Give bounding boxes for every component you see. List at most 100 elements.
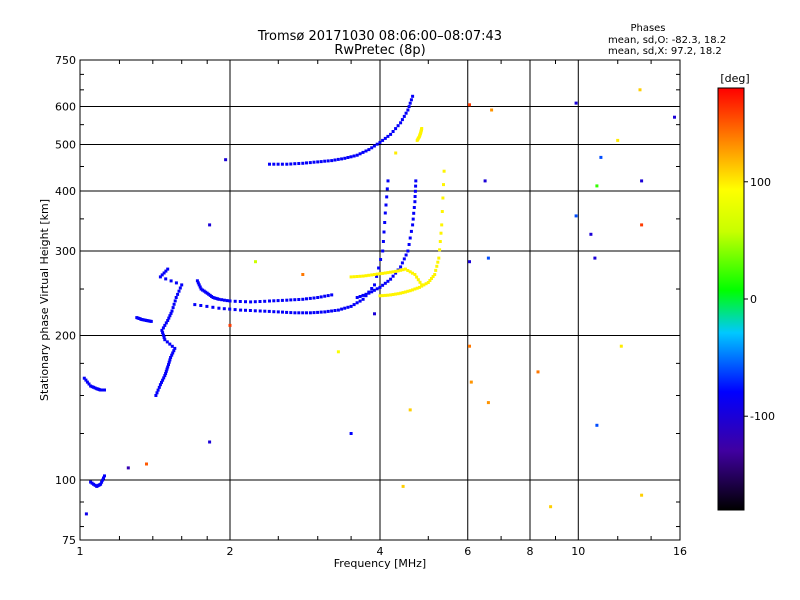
data-point [167,360,171,364]
data-point [174,281,178,285]
data-point [442,169,446,173]
data-point [160,328,164,332]
data-point [382,230,386,234]
data-point [378,285,382,289]
data-point [593,256,597,260]
data-point [176,292,180,296]
data-point [308,161,312,165]
data-point [319,295,323,299]
data-point [396,124,400,128]
data-point [238,300,242,303]
y-tick-label: 400 [55,185,76,198]
data-point [301,273,305,276]
data-point [361,297,365,301]
data-point [595,423,599,427]
data-point [385,195,389,199]
data-point [383,281,387,285]
data-point [411,288,414,292]
data-point [173,299,177,303]
data-point [434,268,438,272]
data-point [316,160,320,164]
data-point [220,298,224,302]
data-point [168,314,172,318]
stats-o-line: mean, sd,O: -82.3, 18.2 [608,35,726,46]
data-point [164,269,168,273]
data-point [396,292,400,296]
data-point [195,279,199,283]
data-point [161,378,165,382]
data-point [370,146,374,150]
data-point [402,114,406,118]
data-point [168,342,172,346]
data-point [394,292,398,296]
data-point [285,298,289,302]
data-point [268,162,271,166]
data-point [404,253,408,257]
data-point [244,300,247,304]
data-point [408,101,412,105]
data-point [99,482,103,486]
data-point [430,277,433,280]
data-point [272,310,276,314]
data-point [413,195,417,198]
data-point [401,268,405,272]
data-point [276,310,280,314]
data-point [168,358,172,362]
data-point [411,271,414,275]
data-point [399,291,403,295]
data-point [205,304,209,308]
data-point [378,140,382,144]
y-tick-label: 300 [55,245,76,258]
data-point [164,277,168,281]
data-point [381,294,385,298]
data-point [375,287,379,291]
data-point [420,127,424,130]
data-point [433,273,437,276]
data-point [431,275,435,278]
data-point [396,269,400,273]
data-point [293,311,297,315]
colorbar [717,87,745,511]
data-point [437,256,441,260]
data-point [370,290,374,294]
data-point [222,298,226,302]
data-point [170,344,174,348]
data-point [439,231,443,235]
data-point [336,350,340,354]
data-point [375,272,379,276]
data-point [208,440,212,444]
data-point [305,297,308,301]
data-point [440,210,444,213]
data-point [375,142,379,146]
data-point [377,266,381,270]
data-point [346,305,350,309]
data-point [468,344,471,348]
data-point [326,309,330,313]
data-point [361,274,365,278]
data-point [413,287,417,291]
data-point [297,298,301,301]
data-point [289,311,293,315]
data-point [358,274,362,278]
data-point [408,236,412,240]
data-point [383,136,387,140]
data-point [169,279,173,283]
data-point [301,297,305,301]
data-point [343,306,347,310]
data-point [258,309,262,313]
data-point [428,279,432,282]
data-point [289,162,293,166]
data-point [312,296,316,300]
y-tick-label: 600 [55,101,76,114]
x-tick-label: 1 [77,545,84,558]
data-point [160,380,163,384]
data-point [158,383,162,387]
data-point [381,249,385,253]
data-point [171,351,175,355]
data-point [440,223,444,227]
data-point [383,221,387,224]
data-point [166,365,170,369]
data-point [162,335,166,339]
data-point [352,303,356,307]
